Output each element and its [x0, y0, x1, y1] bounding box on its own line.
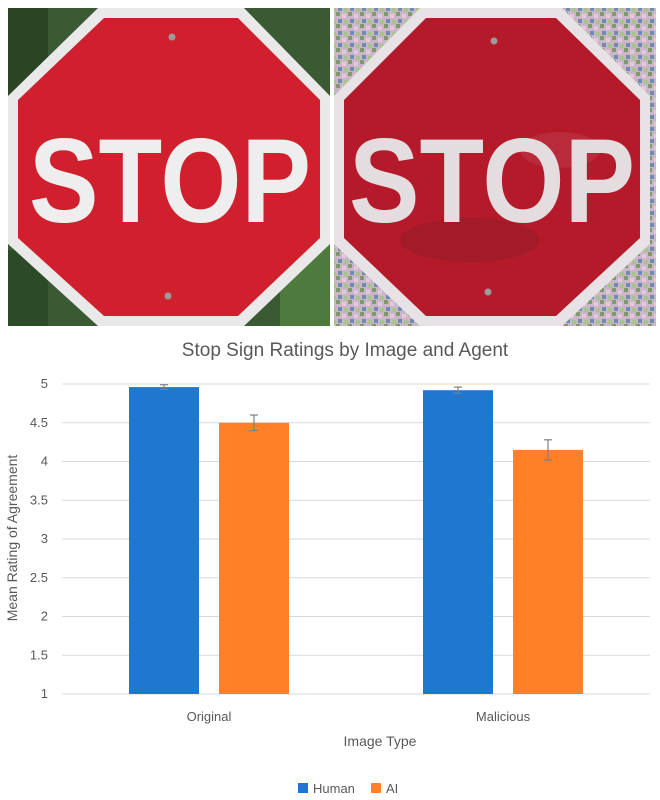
x-tick-label: Malicious — [476, 709, 531, 724]
error-bar-ai-malicious — [544, 439, 552, 461]
stop-sign-photos: STOP STOP — [8, 8, 656, 326]
y-tick-label: 4 — [41, 454, 48, 469]
y-tick-label: 5 — [41, 376, 48, 391]
y-tick-label: 3 — [41, 531, 48, 546]
malicious-stop-sign-photo: STOP — [334, 8, 656, 326]
original-sign-face — [18, 18, 320, 316]
malicious-sign-face — [344, 18, 640, 316]
legend-label: Human — [313, 781, 355, 796]
legend-swatch — [298, 783, 308, 793]
error-bars — [160, 384, 552, 461]
bar-ai-original — [219, 422, 289, 694]
legend: Human AI — [298, 781, 398, 796]
y-tick-label: 2 — [41, 609, 48, 624]
bar-human-original — [129, 387, 199, 694]
y-tick-label: 2.5 — [30, 570, 48, 585]
original-stop-sign-photo: STOP — [8, 8, 330, 326]
bar-human-malicious — [423, 390, 493, 694]
error-bar-human-original — [160, 384, 168, 391]
original-sign-text: STOP — [29, 114, 311, 248]
legend-item-ai: AI — [371, 781, 398, 796]
bars — [129, 387, 583, 694]
error-bar-ai-original — [250, 414, 258, 432]
malicious-sign-text: STOP — [349, 114, 635, 248]
chart-title: Stop Sign Ratings by Image and Agent — [182, 340, 509, 361]
bar-ai-malicious — [513, 449, 583, 694]
ratings-bar-chart: Stop Sign Ratings by Image and Agent 1 1.… — [4, 340, 650, 796]
legend-label: AI — [386, 781, 398, 796]
x-axis-title: Image Type — [344, 733, 417, 749]
y-tick-label: 1.5 — [30, 647, 48, 662]
y-tick-label: 1 — [41, 686, 48, 701]
legend-item-human: Human — [298, 781, 355, 796]
y-axis-title: Mean Rating of Agreement — [4, 455, 20, 622]
legend-swatch — [371, 783, 381, 793]
x-tick-label: Original — [187, 709, 232, 724]
error-bar-human-malicious — [454, 386, 462, 394]
x-axis-ticks: Original Malicious — [187, 709, 531, 724]
y-axis-ticks: 1 1.5 2 2.5 3 3.5 4 4.5 5 — [30, 376, 48, 701]
y-tick-label: 3.5 — [30, 492, 48, 507]
y-tick-label: 4.5 — [30, 415, 48, 430]
